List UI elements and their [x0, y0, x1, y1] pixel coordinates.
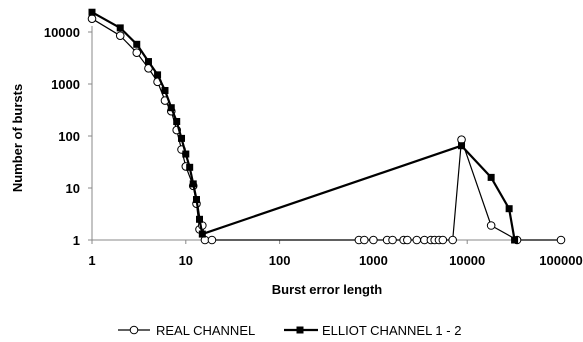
data-point: [161, 86, 169, 94]
data-point: [88, 8, 96, 16]
data-point: [198, 230, 206, 238]
x-tick-label: 1: [88, 253, 95, 268]
y-tick-label: 100: [58, 129, 80, 144]
legend-elliot-marker: [296, 326, 304, 334]
data-point: [403, 235, 412, 245]
x-tick-label: 1000: [359, 253, 388, 268]
data-point: [189, 180, 197, 188]
data-point: [154, 71, 162, 79]
data-point: [116, 24, 124, 32]
legend-real-marker: [129, 325, 139, 335]
data-point: [133, 40, 141, 48]
data-point: [196, 215, 204, 223]
data-point: [360, 235, 369, 245]
y-tick-labels: 1 10 100 1000 10000: [44, 25, 80, 248]
data-point: [369, 235, 378, 245]
data-point: [458, 142, 466, 150]
x-axis-title: Burst error length: [272, 282, 383, 297]
data-point: [144, 58, 152, 66]
data-point: [173, 118, 181, 126]
y-axis-title: Number of bursts: [10, 84, 25, 192]
y-tick-label: 1000: [51, 77, 80, 92]
legend: REAL CHANNEL ELLIOT CHANNEL 1 - 2: [118, 323, 461, 338]
data-point: [167, 104, 175, 112]
data-point: [192, 196, 200, 204]
data-point: [448, 235, 457, 245]
data-point: [487, 173, 495, 181]
y-tick-label: 1: [73, 233, 80, 248]
data-point: [412, 235, 422, 245]
series-1: [88, 8, 519, 244]
axes: [88, 26, 562, 244]
data-point: [511, 236, 519, 244]
series-0: [87, 14, 566, 245]
data-point: [486, 221, 496, 230]
x-tick-label: 100000: [539, 253, 582, 268]
data-point: [505, 205, 513, 213]
x-tick-labels: 1 10 100 1000 10000 100000: [88, 253, 582, 268]
legend-item-real-channel: REAL CHANNEL: [118, 323, 255, 338]
x-tick-label: 100: [269, 253, 291, 268]
data-point: [207, 235, 217, 245]
data-point: [178, 134, 186, 142]
data-point: [115, 31, 125, 40]
data-point: [182, 150, 190, 158]
y-tick-label: 10000: [44, 25, 80, 40]
data-point: [438, 235, 448, 245]
data-point: [87, 14, 97, 24]
legend-real-label: REAL CHANNEL: [156, 323, 255, 338]
series-line: [91, 18, 561, 241]
legend-elliot-label: ELLIOT CHANNEL 1 - 2: [322, 323, 461, 338]
data-point: [556, 235, 566, 245]
series-line: [91, 11, 516, 241]
x-tick-label: 10: [179, 253, 193, 268]
data-point: [132, 48, 142, 57]
data-point: [186, 163, 194, 171]
y-tick-label: 10: [66, 181, 80, 196]
data-point: [388, 235, 397, 245]
legend-item-elliot-channel: ELLIOT CHANNEL 1 - 2: [284, 323, 461, 338]
series-layer: [87, 8, 566, 245]
x-tick-label: 10000: [449, 253, 485, 268]
